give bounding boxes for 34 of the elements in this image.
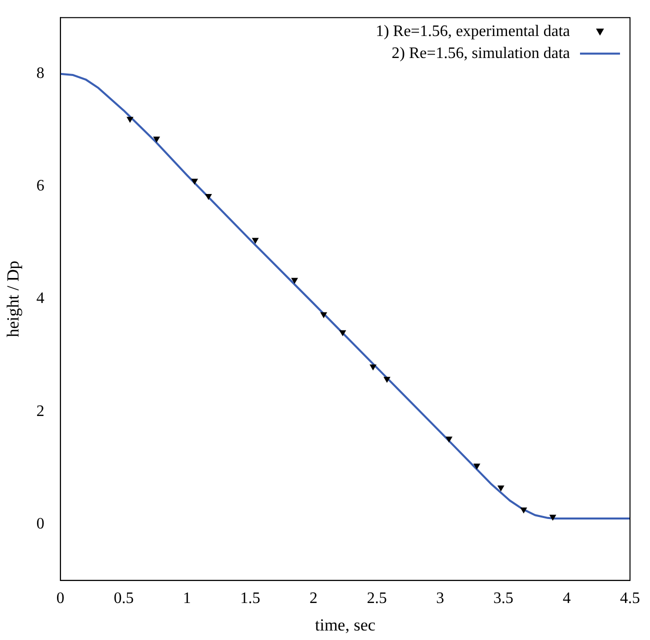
x-tick-label: 3.5 <box>493 590 514 608</box>
point <box>498 486 504 492</box>
x-tick-label: 4 <box>562 590 571 608</box>
x-tick-label: 3 <box>436 590 444 608</box>
y-tick-label: 6 <box>36 178 44 195</box>
point <box>191 178 198 184</box>
y-tick-label: 8 <box>36 65 44 82</box>
y-tick-label: 0 <box>36 515 44 532</box>
x-tick-label: 1 <box>182 590 191 608</box>
x-tick-label: 2.5 <box>366 590 387 608</box>
point <box>126 116 134 122</box>
x-tick-label: 1.5 <box>240 590 260 608</box>
point <box>320 312 327 318</box>
x-tick-label: 2 <box>310 590 318 608</box>
legend-label: 1) Re=1.56, experimental data <box>376 22 570 40</box>
x-tick-label: 4.5 <box>620 590 640 608</box>
x-tick-label: 0.5 <box>114 590 134 608</box>
point <box>252 238 258 244</box>
point <box>550 514 556 520</box>
y-tick-label: 2 <box>36 402 44 420</box>
legend-label: 2) Re=1.56, simulation data <box>392 44 570 62</box>
y-axis-title: height / Dp <box>4 260 23 338</box>
x-tick-label: 0 <box>56 590 64 608</box>
x-axis-title: time, sec <box>314 615 376 634</box>
point <box>446 436 452 442</box>
point <box>520 507 527 513</box>
point <box>370 364 376 370</box>
point <box>291 278 298 284</box>
point <box>154 136 160 142</box>
point <box>340 330 346 336</box>
point <box>474 464 480 470</box>
point <box>205 194 212 200</box>
y-tick-label: 4 <box>36 290 44 308</box>
point <box>384 376 390 382</box>
